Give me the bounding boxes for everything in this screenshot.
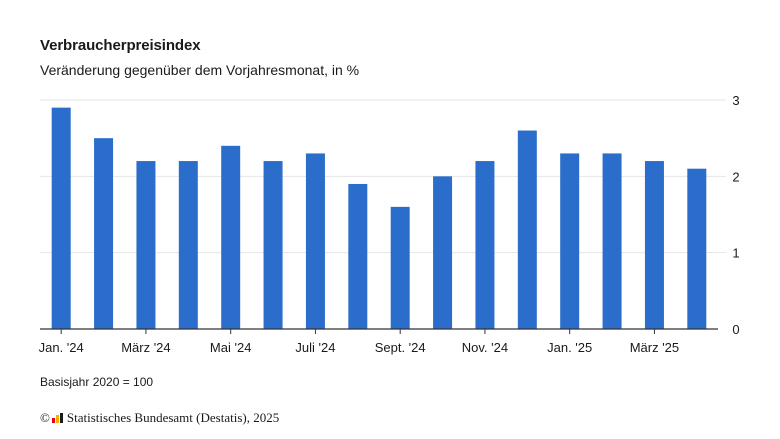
bar-chart: 0 1 2 3 Jan. '24 März '24 Mai '24 Juli '24 Sept… xyxy=(39,93,740,355)
source-text: Statistisches Bundesamt (Destatis), 2025 xyxy=(66,410,280,425)
y-axis: 0 1 2 3 xyxy=(732,93,739,337)
x-tick-label: Jan. '24 xyxy=(39,340,84,355)
bar-7 xyxy=(348,183,368,329)
y-tick-label: 3 xyxy=(732,93,739,108)
bar-8 xyxy=(390,206,410,329)
bar-1 xyxy=(94,138,114,329)
bar-4 xyxy=(221,145,241,329)
y-tick-label: 2 xyxy=(732,169,739,184)
x-tick-labels: Jan. '24 März '24 Mai '24 Juli '24 Sept. '24… xyxy=(39,340,680,355)
chart-title: Verbraucherpreisindex xyxy=(40,37,201,54)
x-tick-label: Sept. '24 xyxy=(375,340,426,355)
copyright-symbol: © xyxy=(40,410,50,425)
x-tick-label: März '24 xyxy=(121,340,170,355)
bar-13 xyxy=(602,153,622,329)
y-tick-label: 0 xyxy=(732,322,739,337)
bar-12 xyxy=(560,153,580,329)
bar-15 xyxy=(687,168,707,329)
destatis-logo-icon xyxy=(51,413,64,423)
x-tick-label: Jan. '25 xyxy=(547,340,592,355)
basis-note: Basisjahr 2020 = 100 xyxy=(40,375,154,389)
bar-6 xyxy=(305,153,325,329)
bar-3 xyxy=(178,161,198,329)
bar-14 xyxy=(644,161,664,329)
chart-subtitle: Veränderung gegenüber dem Vorjahresmonat… xyxy=(40,62,360,78)
x-axis xyxy=(40,328,718,334)
footer-source: © Statistisches Bundesamt (Destatis), 20… xyxy=(40,410,279,426)
bar-2 xyxy=(136,161,156,329)
bars xyxy=(51,107,707,329)
x-tick-label: März '25 xyxy=(630,340,679,355)
bar-5 xyxy=(263,161,283,329)
x-tick-label: Mai '24 xyxy=(210,340,252,355)
y-tick-label: 1 xyxy=(732,246,739,261)
bar-9 xyxy=(433,176,453,329)
x-tick-label: Nov. '24 xyxy=(462,340,508,355)
bar-0 xyxy=(51,107,71,329)
bar-10 xyxy=(475,161,495,329)
bar-11 xyxy=(517,130,537,329)
x-tick-label: Juli '24 xyxy=(295,340,335,355)
